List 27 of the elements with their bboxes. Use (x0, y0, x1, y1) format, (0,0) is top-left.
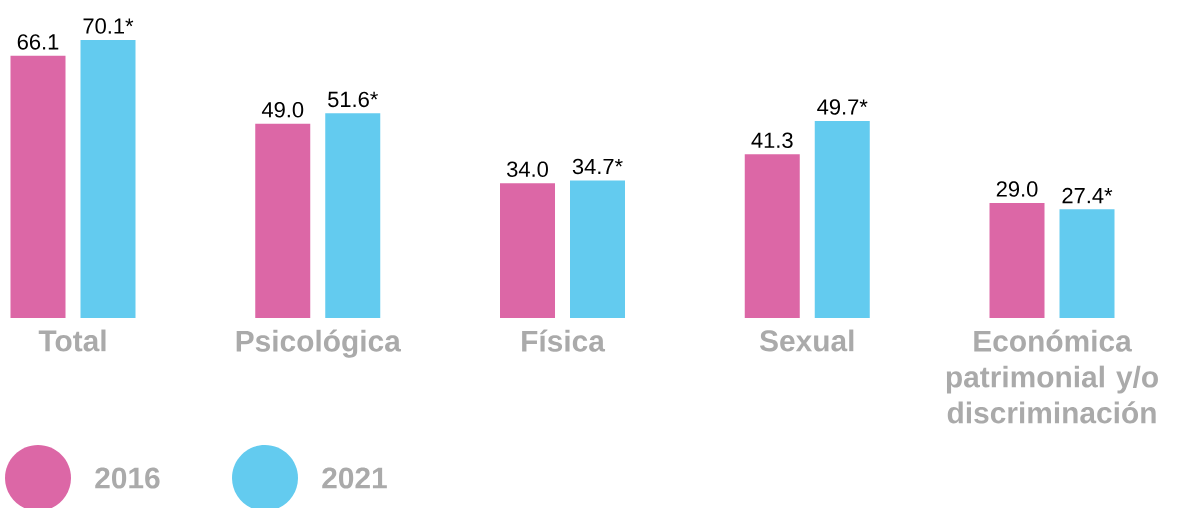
bar (255, 123, 311, 318)
data-label: 51.6* (328, 91, 378, 108)
bar (80, 40, 136, 318)
bar (814, 120, 870, 318)
legend-label: 2016 (95, 467, 160, 489)
x-tick-label: Sexual (759, 329, 854, 352)
x-tick-label: Económica patrimonial y/o discriminación (946, 329, 1158, 424)
bar (570, 180, 625, 318)
x-tick-label: Física (522, 329, 606, 352)
bar (10, 55, 66, 318)
x-tick-label: Total (38, 329, 106, 352)
data-label: 41.3 (751, 132, 793, 149)
data-label: 34.7* (572, 158, 623, 175)
bar (989, 202, 1045, 318)
data-label: 49.7* (817, 99, 868, 115)
bar (500, 183, 555, 318)
data-label: 29.0 (996, 181, 1038, 197)
bar (744, 154, 800, 318)
data-label: 49.0 (261, 101, 304, 118)
data-label: 34.0 (507, 161, 548, 177)
data-label: 66.1 (17, 34, 59, 50)
bar (325, 113, 381, 318)
legend-label: 2021 (322, 467, 387, 489)
data-label: 27.4* (1062, 187, 1113, 204)
x-tick-label: Psicológica (236, 329, 402, 358)
data-label: 70.1* (83, 18, 134, 34)
bar (1059, 209, 1115, 318)
